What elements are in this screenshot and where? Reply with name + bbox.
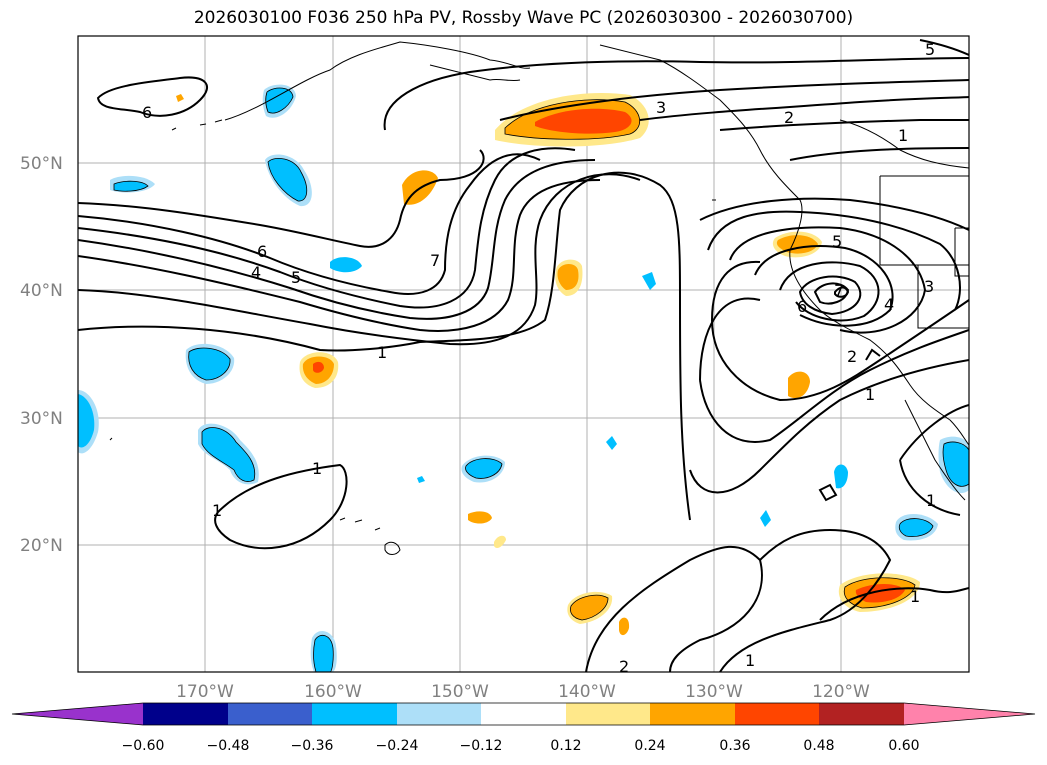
colorbar-segment-lower-extend: [12, 703, 143, 725]
contour-label: 4: [884, 295, 894, 314]
lon-label: 160°W: [304, 682, 362, 702]
contour-label: 1: [926, 491, 936, 510]
colorbar-tick-label: −0.60: [122, 738, 165, 754]
colorbar-tick-label: 0.60: [888, 738, 919, 754]
contour-label: 6: [142, 103, 152, 122]
contour-label: 3: [924, 277, 934, 296]
colorbar-tick-label: 0.48: [803, 738, 834, 754]
colorbar: −0.60 −0.48 −0.36 −0.24 −0.12 0.12 0.24 …: [11, 702, 1036, 754]
colorbar-tick-label: −0.48: [207, 738, 250, 754]
colorbar-tick-label: −0.36: [291, 738, 334, 754]
anomaly-outlines: [113, 87, 969, 672]
lat-label: 20°N: [20, 536, 63, 556]
lon-label: 150°W: [431, 682, 489, 702]
contour-label: 1: [312, 459, 322, 478]
lon-label: 170°W: [176, 682, 234, 702]
contour-label: 1: [212, 501, 222, 520]
contour-label: 4: [251, 263, 261, 282]
contour-label: 1: [745, 651, 755, 670]
contour-label: 5: [925, 40, 935, 59]
contour-label: 7: [430, 251, 440, 270]
latitude-labels: 50°N 40°N 30°N 20°N: [20, 154, 63, 556]
contour-label: 3: [656, 98, 666, 117]
colorbar-segment: [143, 703, 228, 725]
colorbar-segment: [397, 703, 481, 725]
contour-label: 5: [832, 232, 842, 251]
map-border: [77, 35, 970, 673]
contour-label: 1: [910, 587, 920, 606]
colorbar-segment: [228, 703, 312, 725]
lat-label: 50°N: [20, 154, 63, 174]
contour-labels: 6 7 6 5 4 1 1 3 2 1 5 5 6 7 4 3 2 1 1 1 …: [142, 40, 936, 676]
contour-label: 1: [865, 385, 875, 404]
contour-label: 2: [619, 657, 629, 676]
colorbar-segment: [481, 703, 566, 725]
colorbar-tick-label: −0.12: [460, 738, 503, 754]
contour-label: 2: [784, 108, 794, 127]
lat-label: 30°N: [20, 409, 63, 429]
figure-title: 2026030100 F036 250 hPa PV, Rossby Wave …: [193, 8, 854, 28]
colorbar-segment: [735, 703, 819, 725]
colorbar-segment: [650, 703, 735, 725]
contour-label: 5: [291, 268, 301, 287]
negative-pv-anomalies: [78, 84, 969, 672]
lat-label: 40°N: [20, 281, 63, 301]
contour-label: 6: [257, 242, 267, 261]
contour-label: 2: [847, 347, 857, 366]
colorbar-tick-label: −0.24: [376, 738, 419, 754]
colorbar-segment-upper-extend: [904, 703, 1035, 725]
colorbar-segment: [312, 703, 397, 725]
colorbar-tick-label: 0.36: [719, 738, 750, 754]
pv-contours: [78, 39, 969, 672]
colorbar-segment: [819, 703, 904, 725]
lon-label: 120°W: [812, 682, 870, 702]
longitude-labels: 170°W 160°W 150°W 140°W 130°W 120°W: [176, 682, 870, 702]
colorbar-tick-label: 0.12: [550, 738, 581, 754]
colorbar-segment: [566, 703, 650, 725]
contour-label: 1: [377, 343, 387, 362]
contour-label: 6: [797, 297, 807, 316]
colorbar-tick-label: 0.24: [634, 738, 665, 754]
gridlines: [78, 36, 969, 672]
contour-label: 7: [834, 281, 844, 300]
lon-label: 140°W: [558, 682, 616, 702]
contour-label: 1: [898, 126, 908, 145]
lon-label: 130°W: [685, 682, 743, 702]
